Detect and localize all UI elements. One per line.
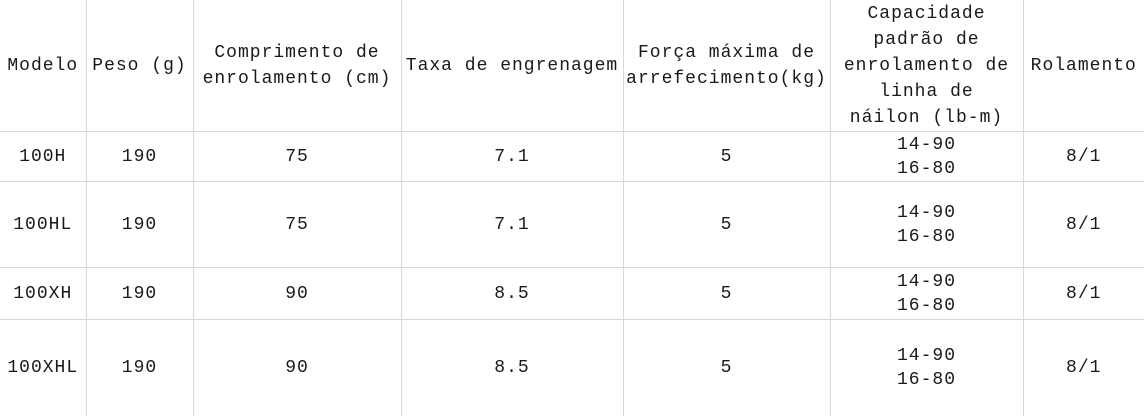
column-header-forca: Força máxima de arrefecimento(kg) — [622, 0, 831, 132]
cell-forca: 5 — [622, 319, 831, 416]
cell-capacidade: 14-90 16-80 — [829, 267, 1024, 321]
cell-rolamento: 8/1 — [1022, 181, 1144, 269]
cell-forca: 5 — [622, 181, 831, 269]
cell-modelo: 100HL — [0, 181, 87, 269]
cell-taxa: 7.1 — [400, 181, 624, 269]
cell-rolamento: 8/1 — [1022, 319, 1144, 416]
column-header-taxa: Taxa de engrenagem — [400, 0, 624, 132]
cell-taxa: 7.1 — [400, 130, 624, 183]
cell-modelo: 100H — [0, 130, 87, 183]
column-header-modelo: Modelo — [0, 0, 87, 132]
cell-rolamento: 8/1 — [1022, 267, 1144, 321]
cell-taxa: 8.5 — [400, 267, 624, 321]
column-header-capacidade: Capacidade padrão de enrolamento de linh… — [829, 0, 1024, 132]
cell-comprimento: 90 — [192, 267, 402, 321]
column-header-peso: Peso (g) — [85, 0, 194, 132]
cell-peso: 190 — [85, 181, 194, 269]
column-header-rolamento: Rolamento — [1022, 0, 1144, 132]
cell-modelo: 100XHL — [0, 319, 87, 416]
cell-capacidade: 14-90 16-80 — [829, 130, 1024, 183]
table-row-100h: 100H 190 75 7.1 5 14-90 16-80 8/1 — [0, 130, 1144, 183]
cell-peso: 190 — [85, 267, 194, 321]
cell-peso: 190 — [85, 130, 194, 183]
table-row-100xhl: 100XHL 190 90 8.5 5 14-90 16-80 8/1 — [0, 319, 1144, 416]
cell-rolamento: 8/1 — [1022, 130, 1144, 183]
cell-modelo: 100XH — [0, 267, 87, 321]
table-row-100xh: 100XH 190 90 8.5 5 14-90 16-80 8/1 — [0, 267, 1144, 321]
cell-forca: 5 — [622, 130, 831, 183]
column-header-comprimento: Comprimento de enrolamento (cm) — [192, 0, 402, 132]
header-row: Modelo Peso (g) Comprimento de enrolamen… — [0, 0, 1144, 132]
cell-comprimento: 90 — [192, 319, 402, 416]
cell-capacidade: 14-90 16-80 — [829, 181, 1024, 269]
cell-forca: 5 — [622, 267, 831, 321]
cell-taxa: 8.5 — [400, 319, 624, 416]
table-row-100hl: 100HL 190 75 7.1 5 14-90 16-80 8/1 — [0, 181, 1144, 269]
cell-peso: 190 — [85, 319, 194, 416]
cell-comprimento: 75 — [192, 130, 402, 183]
cell-capacidade: 14-90 16-80 — [829, 319, 1024, 416]
cell-comprimento: 75 — [192, 181, 402, 269]
